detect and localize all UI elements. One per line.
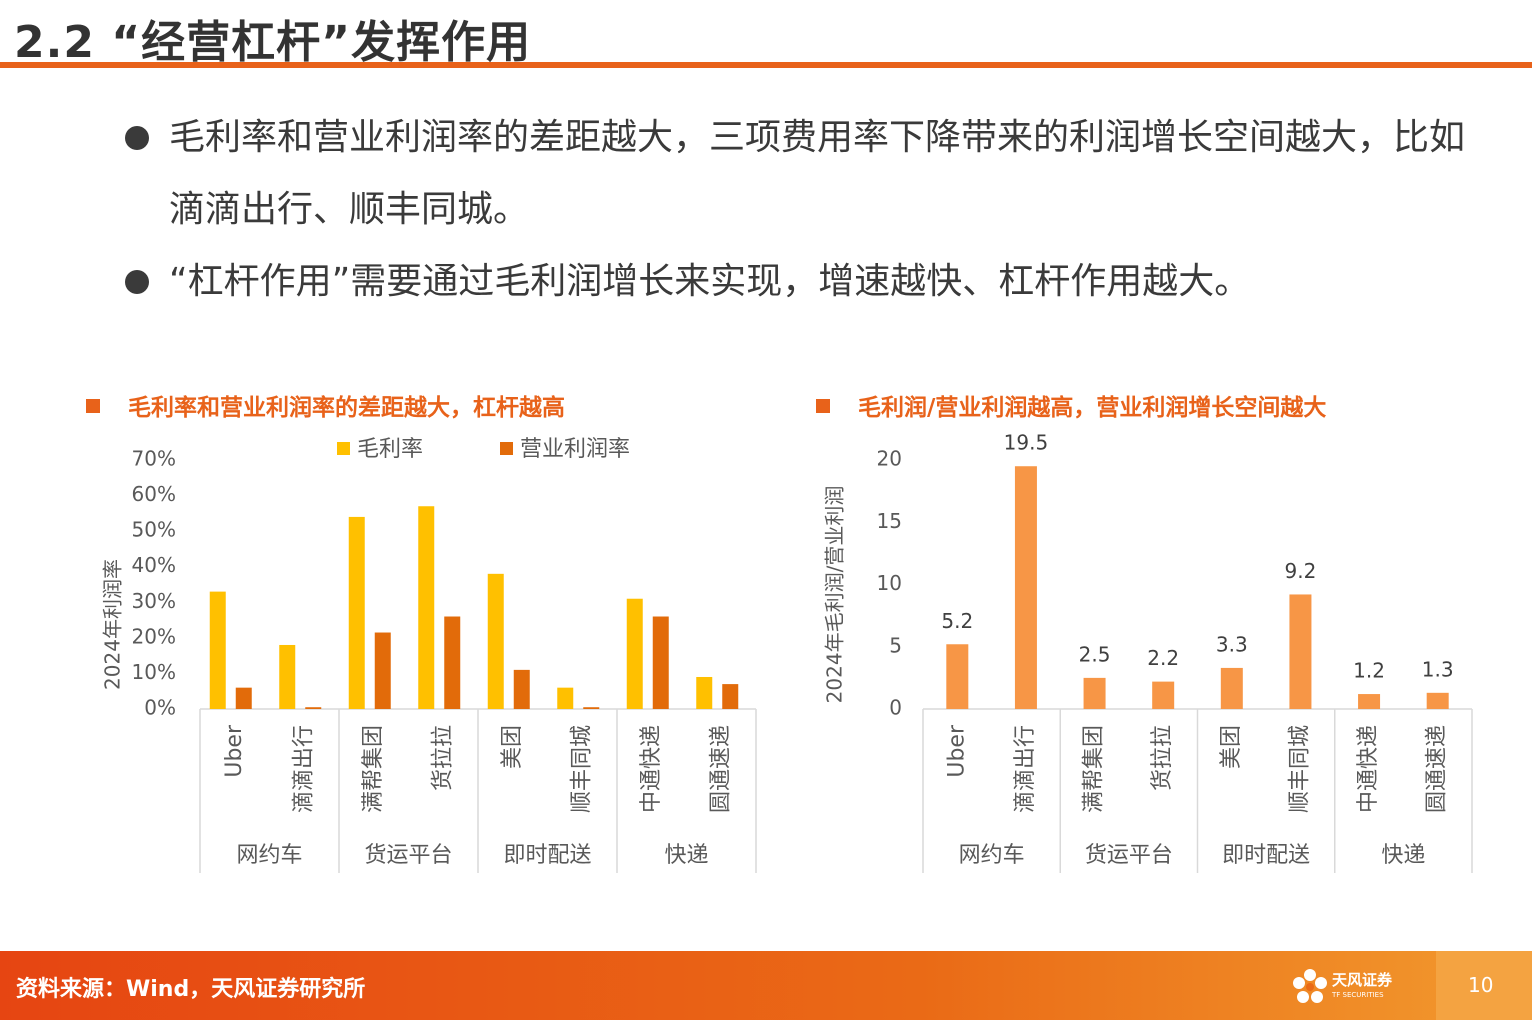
chart-2-title-text: 毛利润/营业利润越高，营业利润增长空间越大: [858, 395, 1327, 421]
y-axis-title: 2024年毛利润/营业利润: [823, 486, 847, 704]
chart-1-margin-bars: 0% 10% 20% 30% 40% 50% 60% 70% Uber 滴滴出行 满帮集团 货拉拉 美团…: [101, 437, 757, 873]
bullet-2-text: “杠杆作用”需要通过毛利润增长来实现，增速越快、杠杆作用越大。: [169, 261, 1251, 302]
square-bullet-icon: [816, 398, 830, 413]
y-tick-label: 10%: [132, 660, 176, 684]
x-category-label: 顺丰同城: [1287, 725, 1312, 813]
x-category-label: 满帮集团: [1082, 725, 1107, 813]
x-category-label: 美团: [1219, 725, 1244, 769]
bar-profit-ratio: [1152, 681, 1175, 709]
y-tick-label: 60%: [132, 482, 176, 506]
y-tick-label: 15: [877, 509, 902, 533]
bar-data-label: 19.5: [1004, 431, 1049, 455]
logo-text: 天风证券: [1332, 971, 1393, 989]
bar-operating-margin: [444, 616, 461, 709]
bar-operating-margin: [513, 669, 530, 709]
y-tick-label: 5: [889, 633, 902, 657]
legend-label: 营业利润率: [520, 437, 630, 462]
chart-1-title: 毛利率和营业利润率的差距越大，杠杆越高: [86, 388, 565, 422]
bar-gross-margin: [696, 676, 713, 709]
x-group-label: 即时配送: [503, 843, 591, 868]
flower-logo-icon: [1293, 969, 1327, 1003]
y-axis-title: 2024年利润率: [101, 559, 125, 690]
chart-1-title-text: 毛利率和营业利润率的差距越大，杠杆越高: [128, 395, 565, 421]
page-number-box: 10: [1436, 951, 1532, 1020]
title-divider: [0, 62, 1532, 68]
y-tick-label: 30%: [132, 589, 176, 613]
bar-profit-ratio: [1289, 594, 1312, 709]
bar-gross-margin: [348, 516, 365, 709]
bar-gross-margin: [487, 573, 504, 709]
bar-gross-margin: [557, 687, 574, 709]
chart-2-ratio-bars: 0 5 10 15 20 Uber 滴滴出行 满帮集团 货拉拉 美团 顺丰同城 中通快递 圆通速递网约车…: [823, 431, 1473, 873]
bar-profit-ratio: [1083, 677, 1106, 709]
y-tick-label: 0: [889, 696, 902, 720]
x-category-label: 货拉拉: [430, 725, 455, 791]
square-bullet-icon: [86, 398, 100, 413]
bar-operating-margin: [235, 687, 252, 709]
legend-swatch: [500, 442, 513, 455]
bar-gross-margin: [279, 644, 296, 709]
logo-subtext: TF SECURITIES: [1332, 991, 1384, 999]
x-category-label: 美团: [500, 725, 525, 769]
x-category-label: 滴滴出行: [291, 725, 316, 813]
page-number: 10: [1468, 973, 1494, 997]
x-group-label: 货运平台: [364, 843, 452, 868]
bar-data-label: 2.5: [1079, 642, 1111, 666]
x-group-label: 快递: [664, 843, 708, 868]
y-tick-label: 50%: [132, 518, 176, 542]
bar-gross-margin: [626, 598, 643, 709]
chart-2-title: 毛利润/营业利润越高，营业利润增长空间越大: [816, 388, 1326, 422]
bar-profit-ratio: [946, 644, 969, 709]
x-category-label: Uber: [944, 724, 969, 778]
bar-profit-ratio: [1426, 692, 1449, 709]
bar-gross-margin: [418, 506, 435, 709]
bullet-1-text: 毛利率和营业利润率的差距越大，三项费用率下降带来的利润增长空间越大，比如滴滴出行…: [169, 117, 1466, 230]
x-group-label: 货运平台: [1085, 843, 1173, 868]
slide-title: 2.2 “经营杠杆”发挥作用: [14, 17, 532, 68]
bar-profit-ratio: [1014, 466, 1037, 709]
x-category-label: 货拉拉: [1150, 725, 1175, 791]
y-tick-label: 10: [877, 571, 902, 595]
y-tick-label: 20%: [132, 624, 176, 648]
x-group-label: 网约车: [959, 843, 1025, 868]
bar-operating-margin: [722, 684, 739, 709]
bar-profit-ratio: [1220, 667, 1243, 709]
x-group-label: 即时配送: [1222, 843, 1310, 868]
bar-gross-margin: [209, 591, 226, 709]
x-category-label: 顺丰同城: [569, 725, 594, 813]
bar-profit-ratio: [1358, 694, 1381, 709]
bar-data-label: 3.3: [1216, 632, 1248, 656]
x-category-label: 圆通速递: [1425, 725, 1450, 813]
bar-operating-margin: [652, 616, 669, 709]
x-category-label: 满帮集团: [361, 725, 386, 813]
bar-data-label: 1.2: [1353, 659, 1385, 683]
bar-data-label: 1.3: [1422, 657, 1454, 681]
bar-data-label: 5.2: [941, 609, 973, 633]
x-category-label: 中通快递: [639, 725, 664, 813]
bar-operating-margin: [583, 707, 600, 709]
x-category-label: Uber: [222, 724, 247, 778]
bullet-dot-icon: [125, 270, 149, 294]
y-tick-label: 70%: [132, 447, 176, 471]
bar-operating-margin: [305, 707, 322, 709]
x-category-label: 滴滴出行: [1013, 725, 1038, 813]
x-group-label: 快递: [1381, 843, 1425, 868]
bullet-dot-icon: [125, 126, 149, 150]
y-tick-label: 20: [877, 447, 902, 471]
x-category-label: 中通快递: [1356, 725, 1381, 813]
bar-data-label: 9.2: [1285, 559, 1317, 583]
x-category-label: 圆通速递: [708, 725, 733, 813]
y-tick-label: 40%: [132, 553, 176, 577]
bar-data-label: 2.2: [1147, 646, 1179, 670]
legend-label: 毛利率: [357, 437, 423, 462]
footer-bar: 资料来源：Wind，天风证券研究所 天风证券 TF SECURITIES 10: [0, 951, 1532, 1020]
company-logo: 天风证券 TF SECURITIES: [1290, 965, 1410, 1009]
footer-source: 资料来源：Wind，天风证券研究所: [16, 977, 366, 1002]
y-tick-label: 0%: [144, 696, 176, 720]
bar-operating-margin: [374, 632, 391, 709]
x-group-label: 网约车: [236, 843, 302, 868]
legend-swatch: [337, 442, 350, 455]
